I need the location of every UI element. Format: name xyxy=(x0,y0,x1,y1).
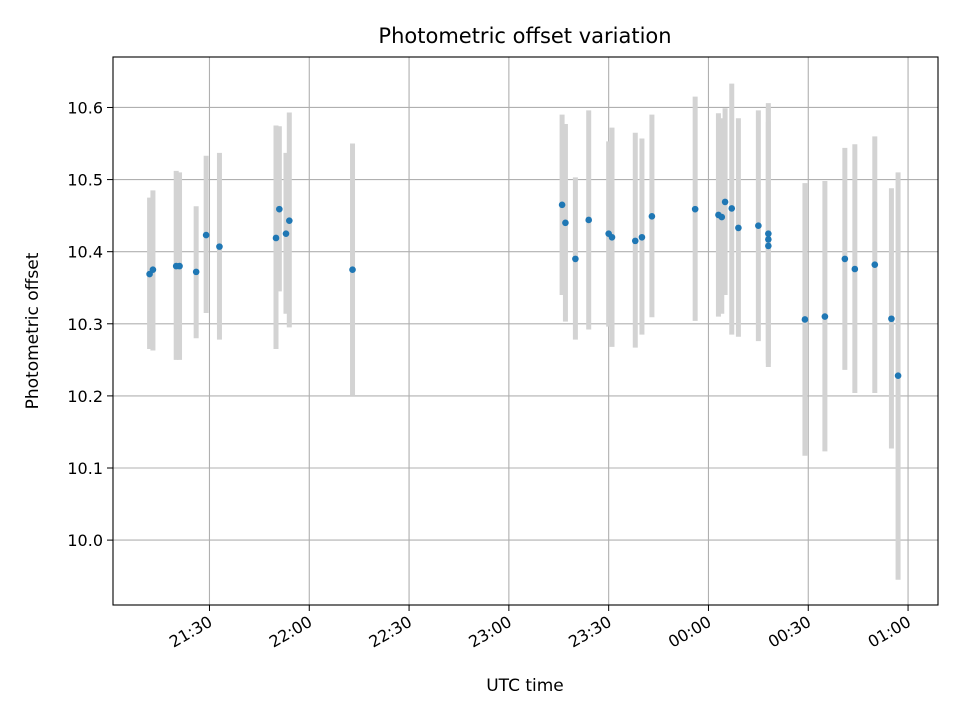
data-point xyxy=(728,205,736,212)
data-point xyxy=(562,219,569,227)
data-point xyxy=(871,261,879,268)
data-point xyxy=(765,230,772,237)
data-point xyxy=(851,265,859,273)
data-point xyxy=(755,222,762,230)
y-tick-label: 10.3 xyxy=(67,315,103,334)
data-point xyxy=(202,231,210,239)
data-point xyxy=(272,234,280,242)
data-point xyxy=(149,266,157,274)
data-point xyxy=(349,266,356,274)
data-point xyxy=(801,316,809,323)
data-point xyxy=(276,205,283,213)
data-point xyxy=(765,236,772,243)
x-axis-label: UTC time xyxy=(486,676,564,696)
data-point xyxy=(608,233,616,241)
data-point xyxy=(718,213,726,221)
data-point xyxy=(638,233,646,241)
y-axis-ticks: 10.0 10.1 10.2 10.3 10.4 10.5 10.6 xyxy=(67,98,113,550)
data-point xyxy=(894,372,902,380)
data-point xyxy=(821,313,829,320)
data-point xyxy=(216,243,223,250)
y-tick-label: 10.1 xyxy=(67,459,103,478)
data-point xyxy=(282,230,290,237)
data-point xyxy=(286,217,293,224)
data-point xyxy=(888,315,895,323)
data-points xyxy=(146,198,902,380)
data-point xyxy=(558,201,566,209)
y-tick-label: 10.4 xyxy=(67,243,103,262)
y-tick-label: 10.6 xyxy=(67,98,103,117)
grid-lines xyxy=(113,57,938,605)
data-point xyxy=(192,268,200,276)
data-point xyxy=(572,255,579,263)
y-tick-label: 10.2 xyxy=(67,387,103,406)
data-point xyxy=(585,216,593,224)
data-point xyxy=(691,205,699,213)
plot-frame xyxy=(112,56,939,606)
y-axis-label: Photometric offset xyxy=(23,252,43,409)
data-point xyxy=(631,237,639,245)
y-tick-label: 10.0 xyxy=(67,531,103,550)
data-point xyxy=(721,198,729,206)
data-point xyxy=(176,262,183,270)
chart-title: Photometric offset variation xyxy=(378,24,671,48)
data-point xyxy=(735,224,742,232)
y-tick-label: 10.5 xyxy=(67,171,103,190)
data-point xyxy=(648,213,656,220)
data-point xyxy=(841,255,849,263)
data-point xyxy=(765,242,772,250)
